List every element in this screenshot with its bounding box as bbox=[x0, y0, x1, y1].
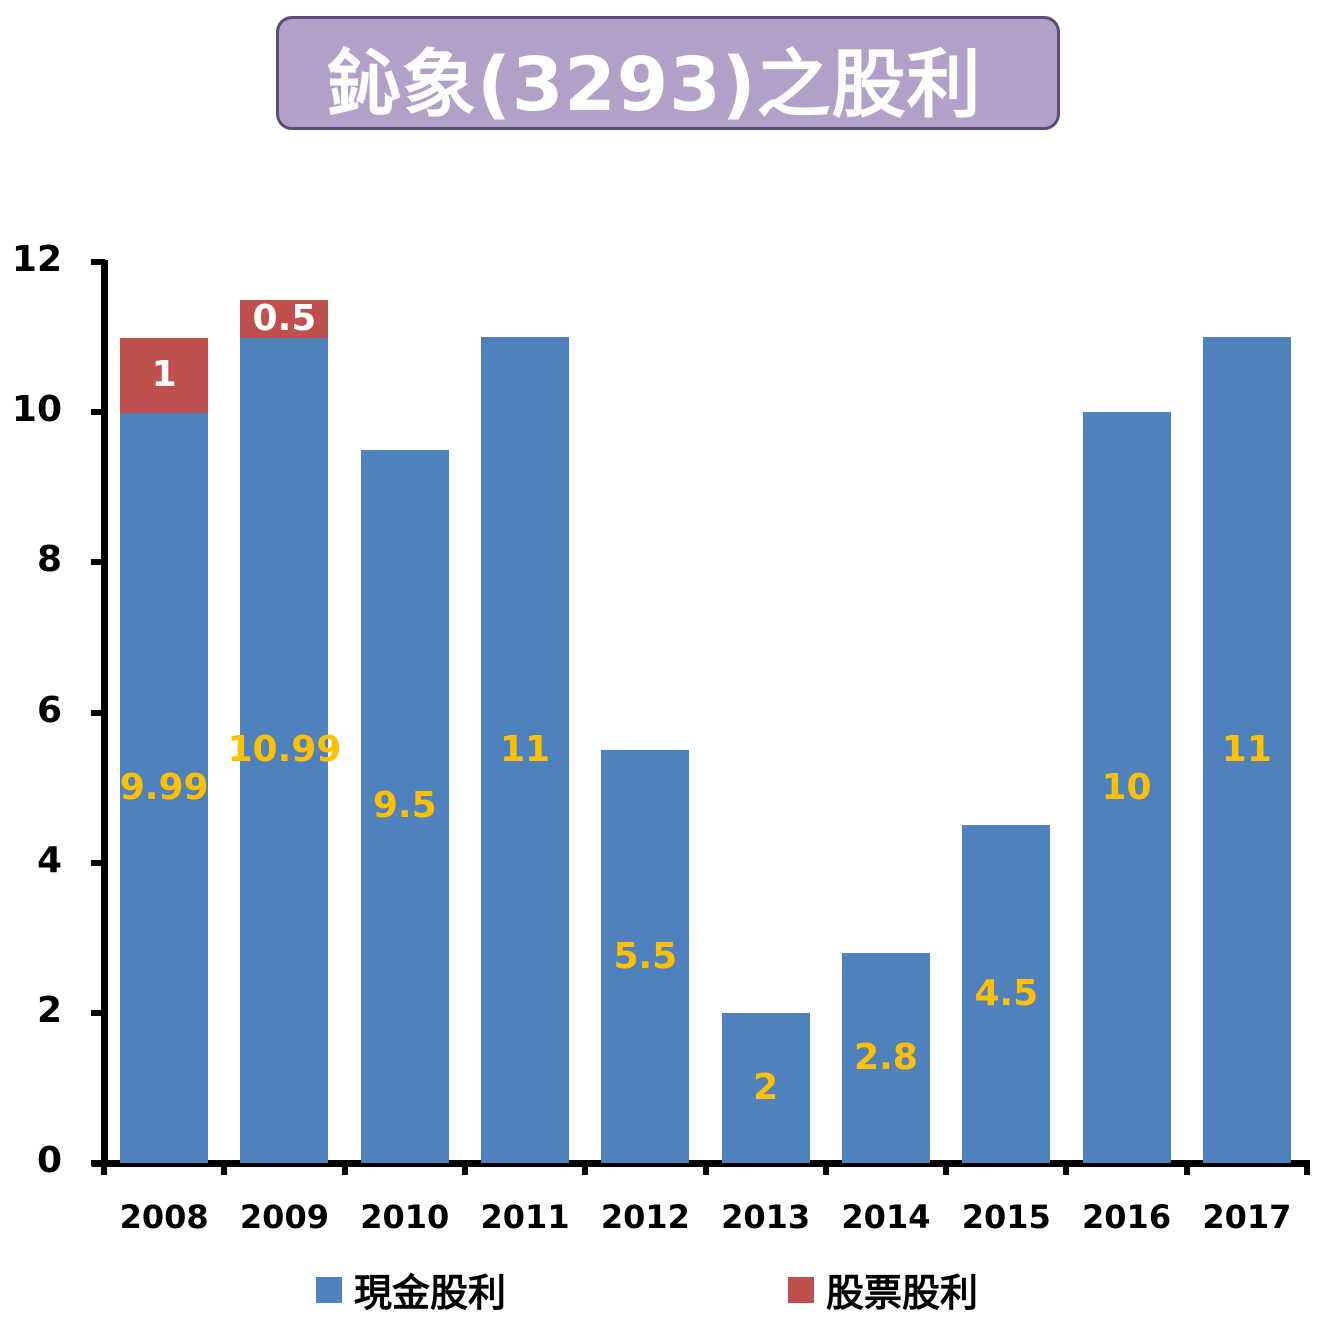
x-tick-label: 2017 bbox=[1202, 1198, 1292, 1236]
bar-cash-2011 bbox=[481, 337, 570, 1163]
bar-cash-2013 bbox=[721, 1012, 810, 1163]
x-tick bbox=[221, 1163, 228, 1175]
x-tick-label: 2012 bbox=[600, 1198, 690, 1236]
x-tick bbox=[101, 1163, 107, 1175]
x-tick bbox=[1304, 1163, 1310, 1175]
x-tick-label: 2010 bbox=[360, 1198, 450, 1236]
y-tick-label: 0 bbox=[36, 1140, 62, 1181]
x-tick bbox=[943, 1163, 950, 1175]
data-label-cash-2012: 5.5 bbox=[613, 935, 678, 977]
data-label-cash-2016: 10 bbox=[1101, 766, 1152, 808]
y-tick-label: 2 bbox=[36, 989, 62, 1031]
data-label-cash-2008: 9.99 bbox=[119, 766, 209, 808]
bar-cash-2012 bbox=[601, 750, 690, 1163]
y-tick bbox=[91, 1160, 105, 1166]
y-tick-label: 10 bbox=[11, 389, 62, 431]
chart-title-box: 鈊象(3293)之股利 bbox=[276, 16, 1060, 130]
x-tick bbox=[341, 1163, 348, 1175]
y-tick bbox=[91, 709, 105, 716]
x-tick-label: 2016 bbox=[1082, 1198, 1172, 1236]
legend-item-cash: 現金股利 bbox=[316, 1262, 506, 1317]
legend-item-stock: 股票股利 bbox=[788, 1262, 978, 1317]
bar-cash-2016 bbox=[1082, 412, 1171, 1163]
x-tick bbox=[1183, 1163, 1190, 1175]
data-label-cash-2015: 4.5 bbox=[974, 973, 1039, 1015]
bar-cash-2008 bbox=[120, 412, 209, 1163]
bar-stock-2009 bbox=[240, 300, 329, 338]
data-label-cash-2009: 10.99 bbox=[227, 729, 342, 771]
x-tick-label: 2009 bbox=[239, 1198, 329, 1236]
x-axis-line bbox=[92, 1160, 1310, 1167]
chart-title: 鈊象(3293)之股利 bbox=[327, 42, 982, 128]
x-tick bbox=[822, 1163, 829, 1175]
x-tick-label: 2008 bbox=[119, 1198, 209, 1236]
y-tick bbox=[91, 259, 105, 265]
y-tick-label: 12 bbox=[11, 239, 62, 280]
y-tick-label: 4 bbox=[36, 839, 62, 881]
data-label-cash-2013: 2 bbox=[753, 1066, 779, 1108]
bar-cash-2010 bbox=[360, 449, 449, 1163]
data-label-cash-2011: 11 bbox=[499, 729, 551, 771]
bar-cash-2017 bbox=[1202, 337, 1291, 1163]
legend-swatch-cash bbox=[316, 1276, 342, 1303]
data-label-cash-2014: 2.8 bbox=[854, 1036, 918, 1078]
legend-label-cash: 現金股利 bbox=[354, 1271, 507, 1315]
x-tick bbox=[461, 1163, 468, 1175]
data-label-cash-2017: 11 bbox=[1221, 729, 1272, 771]
x-tick-label: 2013 bbox=[721, 1198, 811, 1236]
x-tick bbox=[1063, 1163, 1070, 1175]
x-tick-label: 2015 bbox=[961, 1198, 1051, 1236]
y-tick bbox=[91, 409, 105, 416]
bar-stock-2008 bbox=[120, 337, 209, 413]
x-tick-label: 2014 bbox=[841, 1198, 931, 1236]
legend-swatch-stock bbox=[788, 1276, 814, 1303]
y-tick bbox=[91, 1009, 105, 1016]
bar-cash-2014 bbox=[841, 952, 930, 1163]
y-tick-label: 8 bbox=[36, 539, 62, 581]
y-tick bbox=[91, 859, 105, 866]
data-label-stock-2008: 1 bbox=[151, 354, 177, 396]
y-tick bbox=[91, 559, 105, 566]
y-tick-label: 6 bbox=[36, 689, 62, 731]
bar-cash-2015 bbox=[962, 825, 1051, 1163]
data-label-stock-2009: 0.5 bbox=[252, 298, 317, 340]
x-tick bbox=[702, 1163, 709, 1175]
bar-cash-2009 bbox=[240, 337, 329, 1163]
data-label-cash-2010: 9.5 bbox=[372, 785, 437, 827]
legend-label-stock: 股票股利 bbox=[826, 1271, 979, 1315]
x-tick bbox=[582, 1163, 589, 1175]
x-tick-label: 2011 bbox=[480, 1198, 570, 1236]
